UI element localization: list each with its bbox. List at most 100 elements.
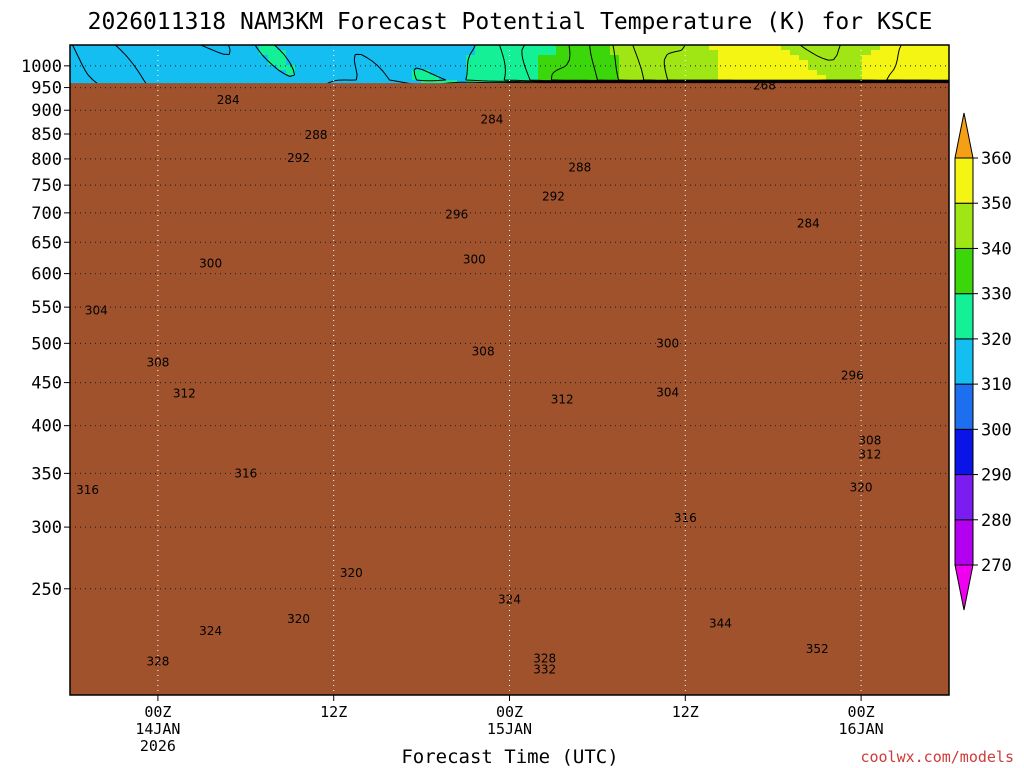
fill-cell: [286, 70, 296, 76]
fill-cell: [232, 45, 242, 51]
fill-cell: [187, 65, 197, 71]
fill-cell: [412, 50, 422, 56]
fill-cell: [178, 65, 188, 71]
fill-cell: [250, 60, 260, 66]
fill-cell: [160, 65, 170, 71]
fill-cell: [133, 55, 143, 61]
fill-cell: [394, 65, 404, 71]
fill-cell: [277, 80, 287, 86]
fill-cell: [214, 80, 224, 86]
fill-cell: [106, 75, 116, 81]
fill-cell: [376, 65, 386, 71]
fill-cell: [205, 45, 215, 51]
fill-cell: [214, 45, 224, 51]
fill-cell: [169, 55, 179, 61]
fill-cell: [106, 55, 116, 61]
fill-cell: [322, 60, 332, 66]
fill-cell: [304, 50, 314, 56]
fill-cell: [376, 50, 386, 56]
fill-cell: [151, 80, 161, 86]
fill-cell: [178, 45, 188, 51]
fill-cell: [88, 75, 98, 81]
fill-cell: [349, 70, 359, 76]
fill-cell: [70, 45, 80, 51]
fill-cell: [286, 45, 296, 51]
fill-cell: [115, 45, 125, 51]
fill-cell: [412, 55, 422, 61]
fill-cell: [331, 55, 341, 61]
fill-cell: [295, 70, 305, 76]
fill-cell: [70, 75, 80, 81]
fill-cell: [412, 45, 422, 51]
fill-cell: [160, 70, 170, 76]
fill-cell: [376, 45, 386, 51]
fill-cell: [169, 75, 179, 81]
fill-cell: [385, 50, 395, 56]
fill-cell: [115, 60, 125, 66]
fill-cell: [268, 65, 278, 71]
fill-cell: [187, 75, 197, 81]
fill-cell: [385, 80, 395, 86]
fill-cell: [250, 75, 260, 81]
fill-cell: [106, 65, 116, 71]
fill-cell: [376, 55, 386, 61]
fill-cell: [241, 65, 251, 71]
fill-cell: [277, 60, 287, 66]
fill-cell: [367, 55, 377, 61]
fill-cell: [133, 45, 143, 51]
fill-cell: [412, 75, 422, 81]
fill-cell: [367, 60, 377, 66]
fill-cell: [268, 45, 278, 51]
fill-cell: [151, 75, 161, 81]
fill-cell: [115, 70, 125, 76]
fill-cell: [232, 60, 242, 66]
fill-cell: [169, 45, 179, 51]
fill-cell: [358, 80, 368, 86]
fill-cell: [232, 70, 242, 76]
fill-cell: [394, 45, 404, 51]
fill-cell: [187, 60, 197, 66]
fill-cell: [250, 80, 260, 86]
fill-cell: [403, 60, 413, 66]
fill-cell: [133, 75, 143, 81]
fill-cell: [106, 50, 116, 56]
fill-cell: [385, 70, 395, 76]
fill-cell: [169, 60, 179, 66]
fill-cell: [277, 55, 287, 61]
fill-cell: [250, 65, 260, 71]
fill-cell: [304, 65, 314, 71]
fill-cell: [286, 65, 296, 71]
fill-cell: [268, 70, 278, 76]
fill-cell: [79, 45, 89, 51]
fill-cell: [151, 45, 161, 51]
fill-cell: [259, 50, 269, 56]
fill-cell: [79, 50, 89, 56]
fill-cell: [331, 70, 341, 76]
fill-cell: [340, 50, 350, 56]
fill-cell: [142, 45, 152, 51]
fill-cell: [322, 80, 332, 86]
fill-cell: [394, 75, 404, 81]
fill-cell: [313, 50, 323, 56]
fill-cell: [196, 70, 206, 76]
fill-cell: [367, 75, 377, 81]
fill-cell: [142, 70, 152, 76]
fill-cell: [313, 45, 323, 51]
fill-cell: [196, 50, 206, 56]
fill-cell: [250, 70, 260, 76]
fill-cell: [124, 70, 134, 76]
fill-cell: [196, 80, 206, 86]
fill-cell: [151, 55, 161, 61]
fill-cell: [286, 50, 296, 56]
fill-cell: [205, 80, 215, 86]
fill-cell: [277, 45, 287, 51]
fill-cell: [97, 75, 107, 81]
fill-cell: [70, 55, 80, 61]
fill-cell: [358, 45, 368, 51]
fill-cell: [187, 70, 197, 76]
fill-cell: [223, 75, 233, 81]
fill-cell: [241, 50, 251, 56]
fill-cell: [178, 55, 188, 61]
fill-cell: [295, 65, 305, 71]
